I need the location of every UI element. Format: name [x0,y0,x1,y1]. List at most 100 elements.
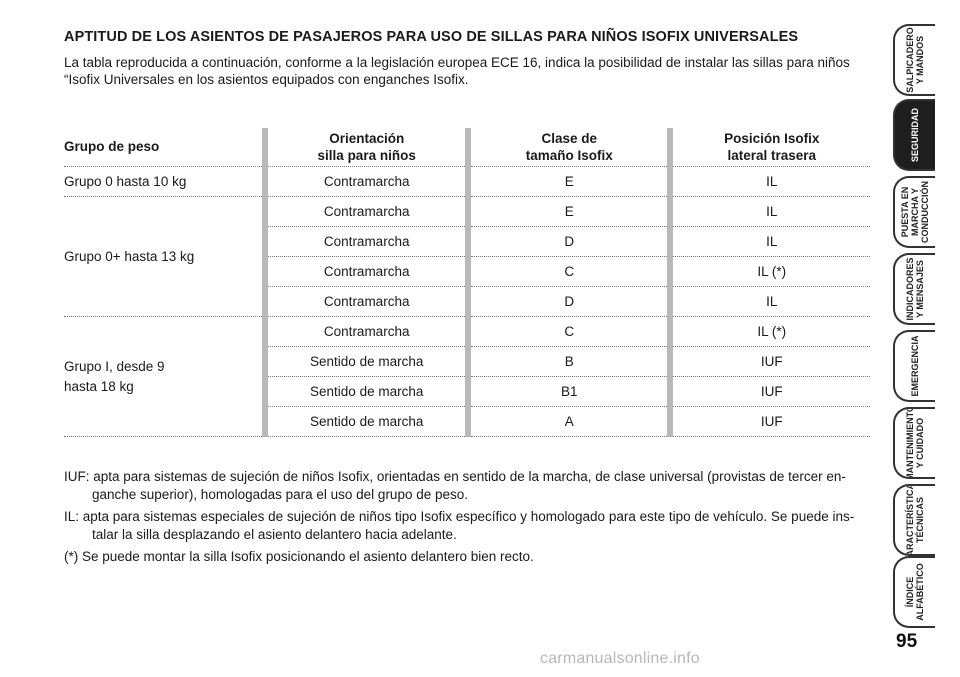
tab-label: CARACTERÍSTICAS TÉCNICAS [905,484,925,556]
table-row: Sentido de marcha B1 IUF [64,376,870,407]
tab-label-line: Y CUIDADO [915,417,925,469]
orientation-cell: Contramarcha [262,166,469,197]
position-cell: IL [667,166,870,197]
header-weight-group: Grupo de peso [64,128,266,167]
intro-line-1: La tabla reproducida a continuación, con… [64,55,850,70]
size-class-cell: C [465,316,671,347]
note-iuf-line-1: IUF: apta para sistemas de sujeción de n… [64,469,846,484]
tab-label: PUESTA EN MARCHA Y CONDUCCIÓN [900,181,930,243]
header-position-line-2: lateral trasera [727,148,817,163]
size-class-cell: D [465,286,671,317]
isofix-suitability-table: Grupo de peso Orientación silla para niñ… [64,128,870,437]
tab-label: EMERGENCIA [910,335,920,396]
table-row: Sentido de marcha B IUF [64,346,870,377]
tab-caracteristicas[interactable]: CARACTERÍSTICAS TÉCNICAS [893,484,935,556]
tab-label: ÍNDICE ALFABÉTICO [905,563,925,621]
table-header-row: Grupo de peso Orientación silla para niñ… [64,128,870,167]
tab-label-line: SEGURIDAD [910,107,920,163]
position-cell: IL [667,196,870,227]
note-il: IL: apta para sistemas especiales de suj… [64,508,870,544]
orientation-cell: Sentido de marcha [262,376,469,407]
tab-emergencia[interactable]: EMERGENCIA [893,330,935,402]
orientation-cell: Sentido de marcha [262,406,469,437]
orientation-cell: Sentido de marcha [262,346,469,377]
section-title: APTITUD DE LOS ASIENTOS DE PASAJEROS PAR… [64,29,799,45]
page-content: APTITUD DE LOS ASIENTOS DE PASAJEROS PAR… [64,28,870,102]
position-cell: IUF [667,346,870,377]
watermark: carmanualsonline.info [540,650,700,667]
size-class-cell: B [465,346,671,377]
table-row: Grupo I, desde 9 hasta 18 kg Contramarch… [64,316,870,437]
group-cell: Grupo 0+ hasta 13 kg [64,196,266,317]
header-orientation-line-2: silla para niños [317,148,416,163]
tab-label-line: MARCHA Y [910,188,920,237]
header-orientation-line-1: Orientación [329,131,405,146]
tab-label-line: CONDUCCIÓN [920,181,930,243]
header-position-line-1: Posición Isofix [724,131,820,146]
table-row: Grupo 0 hasta 10 kg Contramarcha E IL [64,166,870,197]
chapter-tabs: SALPICADERO Y MANDOS SEGURIDAD PUESTA EN… [893,0,960,677]
tab-label-line: Y MENSAJES [915,260,925,318]
tab-indicadores[interactable]: INDICADORES Y MENSAJES [893,253,935,325]
tab-label-line: EMERGENCIA [910,335,920,397]
tab-label: SEGURIDAD [910,108,920,162]
header-position: Posición Isofix lateral trasera [667,128,870,167]
group-cell: Grupo I, desde 9 hasta 18 kg [64,316,266,437]
orientation-cell: Contramarcha [262,316,469,347]
orientation-cell: Contramarcha [262,256,469,287]
table-notes: IUF: apta para sistemas de sujeción de n… [64,468,870,570]
position-cell: IL (*) [667,256,870,287]
header-size-class-line-1: Clase de [541,131,598,146]
header-size-class: Clase de tamaño Isofix [465,128,671,167]
table-row: Grupo 0+ hasta 13 kg Contramarcha E IL [64,196,870,317]
group-cell: Grupo 0 hasta 10 kg [64,166,266,197]
position-cell: IUF [667,406,870,437]
table-row: Sentido de marcha A IUF [64,406,870,437]
note-asterisk: (*) Se puede montar la silla Isofix posi… [64,549,534,564]
note-il-line-2: talar la silla desplazando el asiento de… [92,527,457,542]
tab-label-line: TÉCNICAS [915,496,925,544]
tab-indice[interactable]: ÍNDICE ALFABÉTICO [893,556,935,628]
page-number: 95 [896,631,918,652]
tab-label-line: PUESTA EN [900,186,910,238]
group-label-line-1: Grupo I, desde 9 [64,358,165,374]
table-row: Contramarcha D IL [64,226,870,257]
size-class-cell: D [465,226,671,257]
tab-label-line: Y MANDOS [915,35,925,85]
size-class-cell: B1 [465,376,671,407]
position-cell: IL [667,226,870,257]
tab-label: INDICADORES Y MENSAJES [905,257,925,320]
table-row: Contramarcha C IL (*) [64,256,870,287]
group-label-line-2: hasta 18 kg [64,378,134,394]
tab-label-line: CARACTERÍSTICAS [905,484,915,556]
size-class-cell: E [465,166,671,197]
note-iuf-line-2: ganche superior), homologadas para el us… [92,487,469,502]
tab-label-line: SALPICADERO [905,27,915,93]
tab-label: MANTENIMIENTO Y CUIDADO [905,407,925,479]
tab-salpicadero[interactable]: SALPICADERO Y MANDOS [893,24,935,96]
tab-label-line: ÍNDICE [905,576,915,608]
note-il-line-1: IL: apta para sistemas especiales de suj… [64,509,855,524]
tab-label-line: ALFABÉTICO [915,563,925,621]
tab-label-line: MANTENIMIENTO [905,407,915,479]
orientation-cell: Contramarcha [262,286,469,317]
header-orientation: Orientación silla para niños [262,128,469,167]
tab-puesta-en-marcha[interactable]: PUESTA EN MARCHA Y CONDUCCIÓN [893,176,935,248]
tab-label-line: INDICADORES [905,257,915,321]
size-class-cell: E [465,196,671,227]
orientation-cell: Contramarcha [262,226,469,257]
size-class-cell: C [465,256,671,287]
table-row: Contramarcha D IL [64,286,870,317]
header-size-class-line-2: tamaño Isofix [525,148,613,163]
tab-label: SALPICADERO Y MANDOS [905,27,925,93]
position-cell: IL (*) [667,316,870,347]
intro-line-2: “Isofix Universales en los asientos equi… [64,72,469,87]
tab-seguridad[interactable]: SEGURIDAD [893,99,935,171]
size-class-cell: A [465,406,671,437]
tab-mantenimiento[interactable]: MANTENIMIENTO Y CUIDADO [893,407,935,479]
note-iuf: IUF: apta para sistemas de sujeción de n… [64,468,870,504]
position-cell: IL [667,286,870,317]
position-cell: IUF [667,376,870,407]
orientation-cell: Contramarcha [262,196,469,227]
intro-paragraph: La tabla reproducida a continuación, con… [64,54,870,88]
